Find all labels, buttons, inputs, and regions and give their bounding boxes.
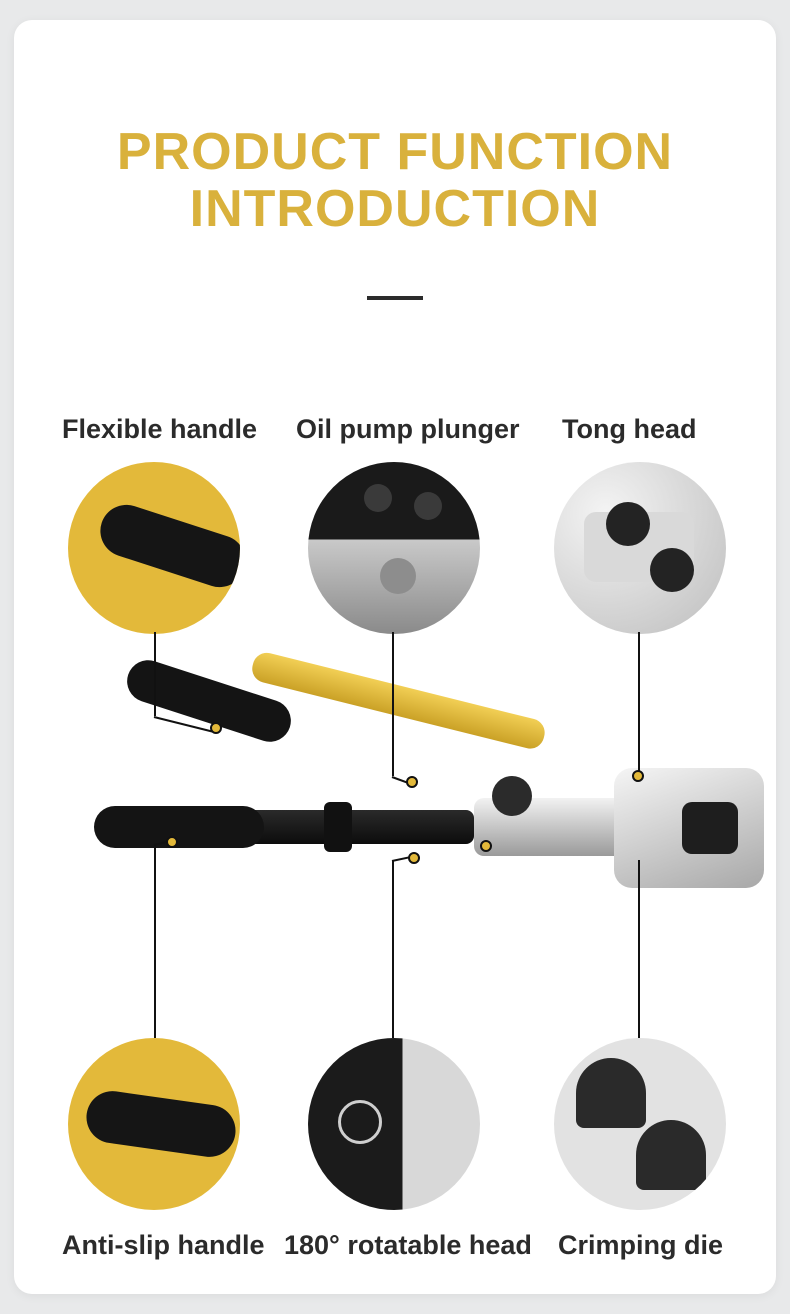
die-slot	[682, 802, 738, 854]
rotation-ring-icon	[338, 1100, 382, 1144]
title-line-1: PRODUCT FUNCTION	[14, 124, 776, 181]
title-line-2: INTRODUCTION	[14, 181, 776, 238]
detail-oil-pump-plunger	[308, 462, 480, 634]
rot-head-graphic	[308, 1038, 480, 1210]
detail-tong-head	[554, 462, 726, 634]
grip-graphic	[83, 1088, 239, 1160]
label-tong-head: Tong head	[562, 414, 697, 445]
grip-graphic	[94, 498, 240, 594]
callout-dot	[406, 776, 418, 788]
leader-line	[154, 844, 156, 1038]
product-card: PRODUCT FUNCTION INTRODUCTION Flexible h…	[14, 20, 776, 1294]
leader-line	[638, 632, 640, 774]
leader-line	[392, 860, 394, 1038]
bolt-icon	[414, 492, 442, 520]
page-title: PRODUCT FUNCTION INTRODUCTION	[14, 124, 776, 238]
callout-dot	[408, 852, 420, 864]
callout-dot	[210, 722, 222, 734]
leader-line	[638, 860, 640, 1038]
label-oil-pump-plunger: Oil pump plunger	[296, 414, 520, 445]
die-lower	[636, 1120, 706, 1190]
callout-dot	[166, 836, 178, 848]
callout-dot	[632, 770, 644, 782]
label-crimping-die: Crimping die	[558, 1230, 723, 1261]
title-divider	[367, 296, 423, 300]
collar	[324, 802, 352, 852]
hole-icon	[606, 502, 650, 546]
detail-anti-slip-handle	[68, 1038, 240, 1210]
leader-line	[392, 632, 394, 776]
label-rotatable-head: 180° rotatable head	[284, 1230, 532, 1261]
label-anti-slip-handle: Anti-slip handle	[62, 1230, 265, 1261]
detail-crimping-die	[554, 1038, 726, 1210]
lower-grip	[94, 806, 264, 848]
label-flexible-handle: Flexible handle	[62, 414, 257, 445]
callout-dot	[480, 840, 492, 852]
die-upper	[576, 1058, 646, 1128]
hex-nut-icon	[380, 558, 416, 594]
bolt-icon	[364, 484, 392, 512]
leader-line	[154, 632, 156, 716]
plunger-graphic	[308, 462, 480, 634]
hole-icon	[650, 548, 694, 592]
detail-rotatable-head	[308, 1038, 480, 1210]
upper-arm	[249, 650, 547, 752]
detail-flexible-handle	[68, 462, 240, 634]
pivot-bolt	[492, 776, 532, 816]
